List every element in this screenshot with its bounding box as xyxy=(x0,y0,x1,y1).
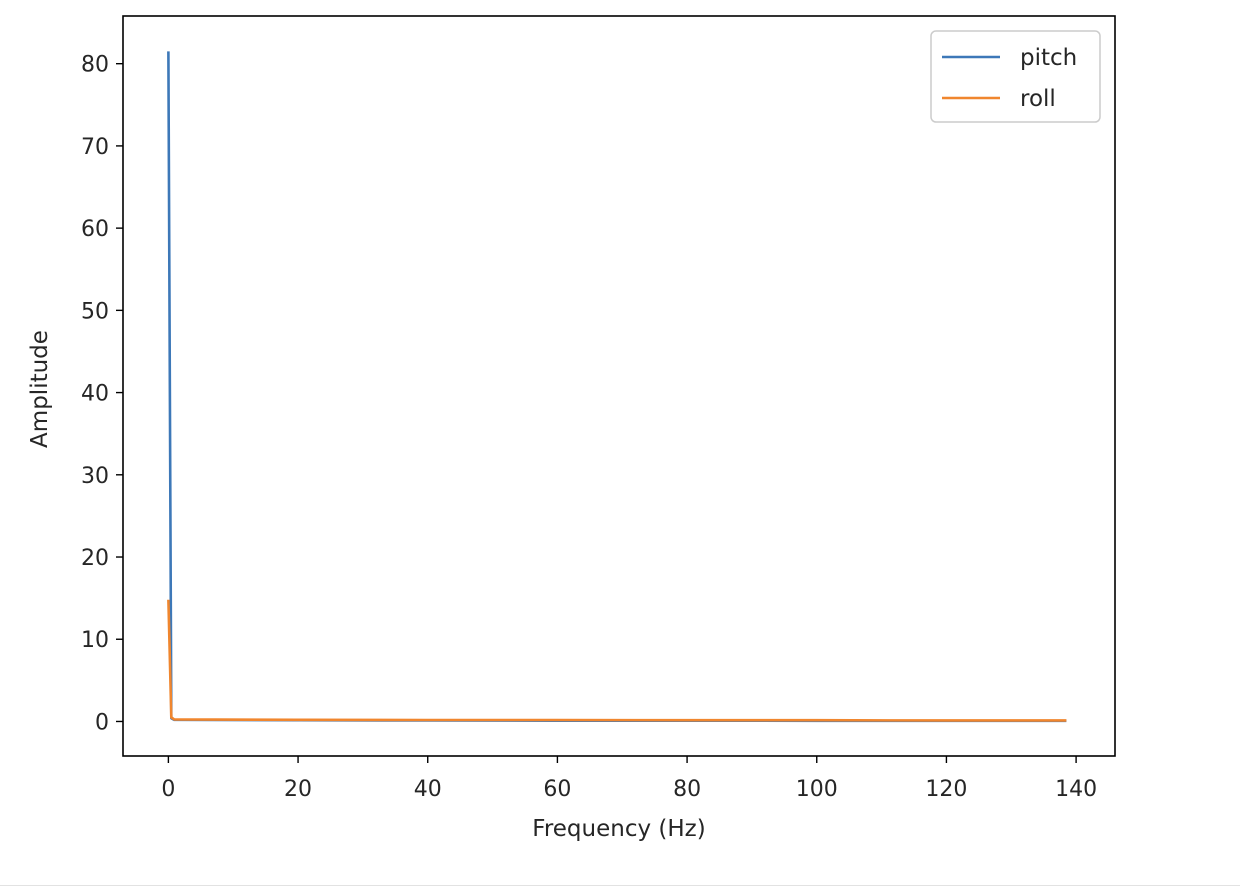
y-tick-label: 30 xyxy=(81,464,109,489)
ticks-layer: 0 20 40 60 80 100 120 140 0 10 20 30 40 50 60 70 80 xyxy=(81,53,1097,802)
y-tick-label: 10 xyxy=(81,628,109,653)
y-tick-label: 80 xyxy=(81,53,109,78)
y-tick-label: 20 xyxy=(81,546,109,571)
x-tick-label: 40 xyxy=(414,777,442,802)
legend: pitch roll xyxy=(930,30,1101,123)
y-axis-label: Amplitude xyxy=(27,330,53,448)
y-tick-label: 60 xyxy=(81,217,109,242)
x-tick-label: 100 xyxy=(796,777,838,802)
series-line-pitch xyxy=(167,51,1067,723)
y-tick-label: 40 xyxy=(81,382,109,407)
x-tick-label: 20 xyxy=(284,777,312,802)
y-tick-label: 0 xyxy=(95,710,109,735)
series-line-roll xyxy=(167,599,1067,722)
x-tick-label: 120 xyxy=(925,777,967,802)
y-tick-label: 70 xyxy=(81,135,109,160)
x-axis-label: Frequency (Hz) xyxy=(532,816,705,842)
y-tick-label: 50 xyxy=(81,299,109,324)
x-tick-label: 140 xyxy=(1055,777,1097,802)
legend-label-pitch: pitch xyxy=(1020,45,1077,71)
x-tick-label: 0 xyxy=(161,777,175,802)
legend-label-roll: roll xyxy=(1020,86,1056,112)
bottom-divider xyxy=(0,885,1240,886)
x-tick-label: 60 xyxy=(543,777,571,802)
axes-frame xyxy=(122,15,1116,757)
series-layer xyxy=(167,51,1067,723)
x-tick-label: 80 xyxy=(673,777,701,802)
